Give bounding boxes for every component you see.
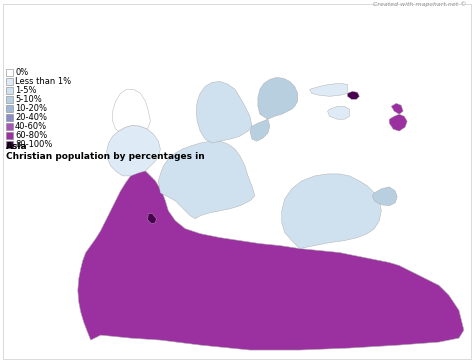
Polygon shape (310, 83, 347, 96)
Text: Christian population by percentages in: Christian population by percentages in (6, 152, 205, 161)
Bar (6, 69, 13, 77)
Bar (6, 105, 13, 112)
Text: Created with mapchart.net ©: Created with mapchart.net © (374, 1, 467, 7)
Text: 10-20%: 10-20% (15, 104, 47, 113)
Text: 80-100%: 80-100% (15, 140, 53, 149)
Polygon shape (389, 114, 407, 131)
Text: 5-10%: 5-10% (15, 95, 42, 104)
Polygon shape (107, 125, 160, 176)
Bar (6, 123, 13, 130)
Text: 20-40%: 20-40% (15, 113, 47, 122)
Polygon shape (258, 77, 298, 119)
Text: 60-80%: 60-80% (15, 131, 47, 140)
Polygon shape (250, 119, 270, 141)
Bar (6, 87, 13, 94)
Polygon shape (196, 81, 252, 143)
Text: Less than 1%: Less than 1% (15, 77, 71, 86)
Polygon shape (282, 174, 381, 249)
Polygon shape (391, 103, 403, 114)
Bar (6, 132, 13, 139)
Bar (6, 114, 13, 121)
Bar (6, 141, 13, 148)
Polygon shape (347, 91, 359, 99)
Polygon shape (328, 106, 349, 119)
Bar (6, 96, 13, 103)
Text: 40-60%: 40-60% (15, 122, 47, 131)
Polygon shape (78, 169, 464, 350)
Polygon shape (372, 187, 397, 206)
Polygon shape (158, 141, 255, 219)
Text: 1-5%: 1-5% (15, 86, 36, 95)
Polygon shape (113, 90, 150, 131)
Text: Asia: Asia (6, 142, 28, 151)
Polygon shape (147, 214, 156, 224)
Text: 0%: 0% (15, 69, 28, 78)
Bar (6, 78, 13, 85)
